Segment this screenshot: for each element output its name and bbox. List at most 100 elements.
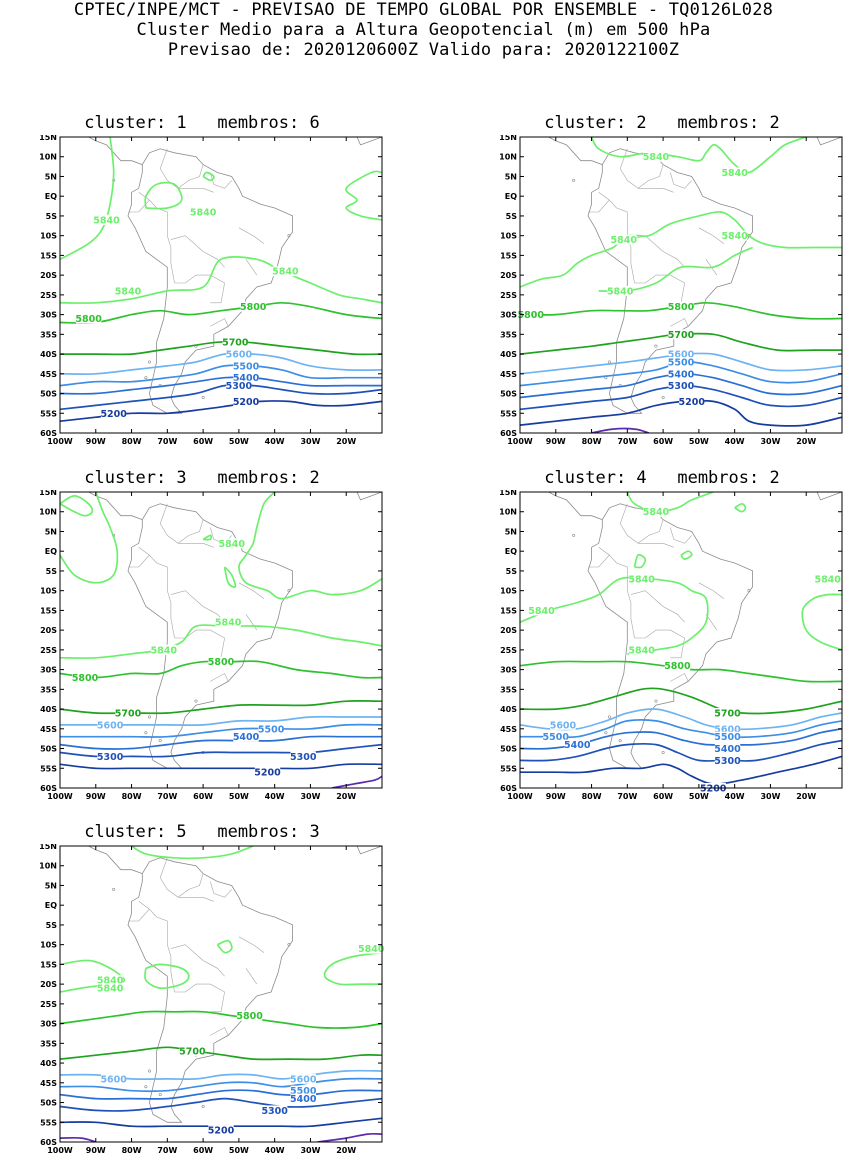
lat-label: 5S <box>46 212 58 221</box>
lon-label: 60W <box>653 792 673 801</box>
contour-label: 5600 <box>290 1074 317 1085</box>
lat-label: 60S <box>40 784 57 793</box>
country-border <box>588 554 610 568</box>
contour-line-5100 <box>60 1136 97 1142</box>
lat-label: 15S <box>500 606 517 615</box>
country-border <box>196 983 225 1013</box>
lat-label: 35S <box>40 685 57 694</box>
island-marker <box>201 1104 205 1108</box>
contour-label-bg <box>714 731 741 742</box>
contour-label-bg <box>814 573 841 584</box>
coastline-group <box>88 137 382 414</box>
contour-label: 5840 <box>814 574 841 585</box>
island-marker <box>194 699 198 703</box>
map-frame <box>59 845 383 1143</box>
contour-label-bg <box>151 644 177 655</box>
lon-label: 70W <box>157 1146 177 1155</box>
country-border <box>598 547 635 639</box>
lat-label: 20S <box>40 271 57 280</box>
country-border <box>202 251 225 268</box>
contour-label-bg <box>664 660 691 671</box>
country-border <box>245 968 258 985</box>
lon-label: 40W <box>265 1146 285 1155</box>
contour-line-5840 <box>60 959 126 993</box>
country-border <box>662 606 685 623</box>
contour-label-bg <box>222 337 249 348</box>
contour-label-bg <box>233 372 259 383</box>
island-marker <box>287 234 291 238</box>
contour-label-bg <box>550 719 576 730</box>
lon-label: 80W <box>122 792 142 801</box>
island-marker <box>287 589 291 593</box>
contour-label-bg <box>258 723 284 734</box>
lon-label: 100W <box>47 437 73 446</box>
country-border <box>662 251 685 268</box>
contour-label: 5200 <box>233 397 260 408</box>
lon-label: 100W <box>507 437 533 446</box>
lat-label: 25S <box>500 291 517 300</box>
south-america-coastline <box>127 857 293 1123</box>
contour-label: 5700 <box>179 1047 206 1058</box>
contour-label: 5300 <box>290 752 317 763</box>
contour-label: 5400 <box>233 373 260 384</box>
island-marker <box>661 750 665 754</box>
lat-label: 50S <box>500 745 517 754</box>
contour-label-bg <box>668 356 694 367</box>
panel-title: cluster: 5 membros: 3 <box>84 822 320 842</box>
lat-label: 25S <box>40 646 57 655</box>
contour-label-bg <box>714 708 741 719</box>
lat-label: 55S <box>40 1118 57 1127</box>
africa-coastline <box>816 137 842 146</box>
lon-label: 100W <box>47 792 73 801</box>
lat-label: 30S <box>500 311 517 320</box>
lat-label: 10S <box>40 941 57 950</box>
country-border <box>174 274 197 284</box>
lon-label: 30W <box>300 1146 320 1155</box>
contour-label-bg <box>93 214 120 225</box>
lat-label: 20S <box>500 271 517 280</box>
lon-label: 40W <box>265 437 285 446</box>
contour-label-bg <box>97 975 123 986</box>
contour-label-bg <box>668 380 694 391</box>
island-marker <box>604 731 608 735</box>
contour-label-bg <box>528 605 555 616</box>
contour-label-bg <box>721 167 748 178</box>
contour-line-5100 <box>331 775 382 788</box>
lat-label: 10S <box>500 232 517 241</box>
country-border <box>670 527 692 544</box>
contour-line-5300 <box>520 739 842 762</box>
country-border <box>634 629 657 639</box>
contour-label-bg <box>97 983 123 994</box>
coastline-group <box>548 492 842 769</box>
contour-line-5840 <box>216 939 233 954</box>
lat-label: 55S <box>500 409 517 418</box>
contour-label-bg <box>97 719 123 730</box>
contour-line-5840 <box>680 550 693 560</box>
lat-label: 30S <box>500 666 517 675</box>
lon-label: 30W <box>300 437 320 446</box>
contour-label: 5700 <box>115 709 142 720</box>
africa-coastline <box>356 846 382 855</box>
country-border <box>238 227 265 244</box>
lat-label: 55S <box>500 764 517 773</box>
lat-label: 10N <box>39 508 57 517</box>
country-border <box>196 274 225 304</box>
contour-label-bg <box>714 755 741 766</box>
lon-label: 60W <box>653 437 673 446</box>
contour-label: 5840 <box>721 231 748 242</box>
contour-line-5500 <box>60 1077 382 1093</box>
contour-label-bg <box>179 1046 206 1057</box>
country-border <box>138 192 175 284</box>
contour-label-bg <box>290 1085 316 1096</box>
contour-line-5840 <box>238 492 382 600</box>
south-america-coastline <box>127 148 293 414</box>
coastline-group <box>88 846 382 1123</box>
lat-label: 15N <box>39 490 57 497</box>
contour-label-bg <box>226 349 252 360</box>
island-marker <box>654 699 658 703</box>
contour-line-5840 <box>590 137 807 174</box>
map-background <box>60 137 382 433</box>
contour-label: 5800 <box>72 673 99 684</box>
lon-label: 70W <box>157 437 177 446</box>
